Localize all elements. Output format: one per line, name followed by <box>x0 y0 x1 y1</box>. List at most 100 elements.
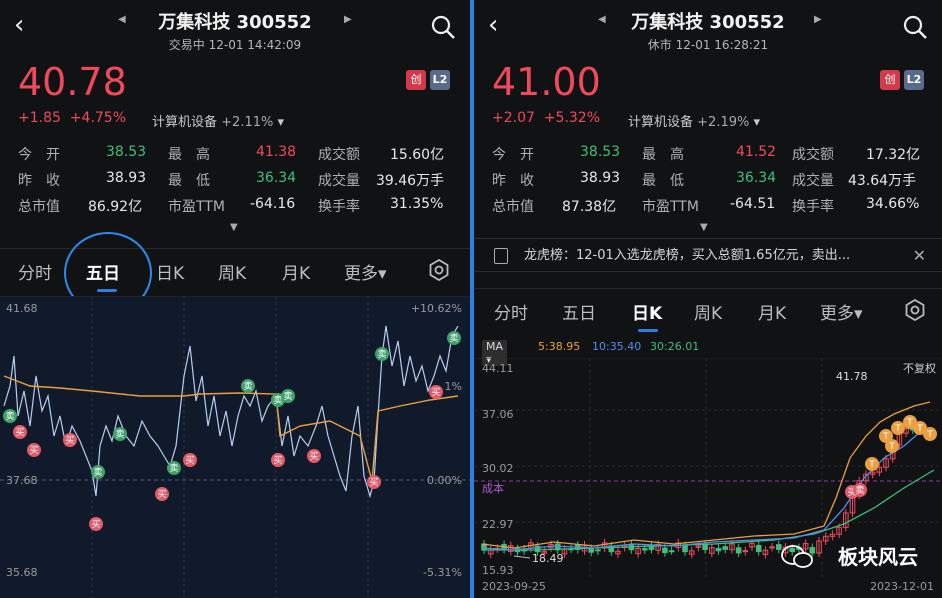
candle-body <box>742 550 749 553</box>
candle-body <box>769 546 775 549</box>
tab-weekly-k[interactable]: 周K <box>694 304 723 324</box>
pct-axis-bot: -5.31% <box>423 566 462 579</box>
y-axis-3: 30.02 <box>482 462 514 475</box>
candle-body <box>829 533 836 537</box>
ma-selector[interactable]: MA ▾ <box>482 340 508 366</box>
no-adjust-label[interactable]: 不复权 <box>903 361 936 375</box>
candle-body <box>809 547 816 554</box>
candle-body <box>655 543 661 551</box>
caret-left-icon[interactable]: ◀ <box>118 14 126 25</box>
ma30-value: 30:26.01 <box>650 340 700 353</box>
candle-body <box>715 547 722 552</box>
tab-five-day[interactable]: 五日 <box>562 304 596 324</box>
chinext-badge: 创 <box>406 70 426 90</box>
candle-body <box>776 544 782 550</box>
svg-text:T: T <box>916 424 923 434</box>
svg-text:T: T <box>906 418 913 428</box>
candle-body <box>869 471 876 475</box>
candle-body <box>642 548 648 551</box>
close-icon[interactable]: ✕ <box>912 246 926 265</box>
document-icon <box>494 248 508 264</box>
candle-body <box>755 544 762 552</box>
caret-left-icon[interactable]: ◀ <box>598 14 606 25</box>
candle-body <box>883 458 889 468</box>
candle-body <box>635 547 641 555</box>
svg-text:T: T <box>868 460 875 470</box>
tab-weekly-k[interactable]: 周K <box>218 264 247 284</box>
gear-icon[interactable] <box>428 259 450 281</box>
industry-tag[interactable]: 计算机设备 +2.19% ▾ <box>628 115 761 130</box>
gear-icon[interactable] <box>904 299 926 321</box>
price-change: +1.85 +4.75% <box>18 110 127 126</box>
expand-icon[interactable]: ▼ <box>700 222 708 233</box>
panel-divider <box>470 0 474 598</box>
avg-line <box>3 375 459 482</box>
svg-text:卖: 卖 <box>93 467 102 478</box>
chart-tabs: 分时 五日 日K 周K 月K 更多▾ <box>474 288 942 332</box>
l2-badge[interactable]: L2 <box>430 70 450 90</box>
svg-text:T: T <box>926 430 933 440</box>
svg-text:卖: 卖 <box>449 333 458 344</box>
five-day-chart[interactable]: 41.68 37.68 35.68 +10.62% 1% 0.00% -5.31… <box>0 296 470 598</box>
candle-body <box>843 512 849 528</box>
candle-body <box>534 545 541 553</box>
svg-text:买: 买 <box>431 387 440 398</box>
back-icon[interactable]: ‹ <box>14 10 25 40</box>
svg-text:卖: 卖 <box>377 349 386 360</box>
expand-icon[interactable]: ▼ <box>230 222 238 233</box>
tab-more[interactable]: 更多▾ <box>820 304 863 324</box>
tab-intraday[interactable]: 分时 <box>494 304 528 324</box>
y-axis-4: 22.97 <box>482 518 514 531</box>
tab-daily-k[interactable]: 日K <box>632 304 663 324</box>
y-axis-top: 41.68 <box>6 302 38 315</box>
daily-k-chart[interactable]: 44.11 37.06 30.02 成本 22.97 15.93 2023-09… <box>474 358 942 598</box>
candle-body <box>662 547 668 554</box>
l2-badge[interactable]: L2 <box>904 70 924 90</box>
y-axis-5: 15.93 <box>482 564 514 577</box>
svg-text:买: 买 <box>369 477 378 488</box>
svg-text:买: 买 <box>185 455 194 466</box>
candle-body <box>789 547 795 553</box>
tab-monthly-k[interactable]: 月K <box>282 264 311 284</box>
search-icon[interactable] <box>902 14 928 40</box>
chart-tabs: 分时 五日 日K 周K 月K 更多▾ <box>0 248 470 292</box>
candle-body <box>682 545 688 553</box>
svg-text:买: 买 <box>91 519 100 530</box>
tab-monthly-k[interactable]: 月K <box>758 304 787 324</box>
candle-body <box>688 550 695 555</box>
tab-more[interactable]: 更多▾ <box>344 264 387 284</box>
tab-daily-k[interactable]: 日K <box>156 264 185 284</box>
candle-body <box>709 547 715 554</box>
y-axis-2: 37.06 <box>482 408 514 421</box>
pct-axis-mid: 0.00% <box>427 474 462 487</box>
high-mark: 41.78 <box>836 370 868 383</box>
svg-text:买: 买 <box>29 445 38 456</box>
right-panel: ‹ ◀ 万集科技 300552 ▶ 休市 12-01 16:28:21 41.0… <box>474 0 942 598</box>
caret-icon[interactable]: ▶ <box>814 14 822 25</box>
candle-body <box>876 466 883 473</box>
candle-body <box>695 545 702 548</box>
tab-intraday[interactable]: 分时 <box>18 264 52 284</box>
left-panel: ‹ 万集科技 300552 ▶ ◀ 交易中 12-01 14:42:09 40.… <box>0 0 470 598</box>
last-price: 40.78 <box>18 60 127 104</box>
header: ‹ 万集科技 300552 ▶ ◀ 交易中 12-01 14:42:09 <box>0 0 470 58</box>
svg-text:卖: 卖 <box>5 411 14 422</box>
caret-icon[interactable]: ▶ <box>344 14 352 25</box>
trade-markers: 买 买 买 买 买 买 买 买 买 买 卖 卖 卖 卖 卖 卖 卖 卖 卖 <box>3 331 461 531</box>
svg-text:卖: 卖 <box>283 391 292 402</box>
candle-body <box>762 549 769 555</box>
back-icon[interactable]: ‹ <box>488 10 499 40</box>
candle-body <box>729 543 735 551</box>
industry-tag[interactable]: 计算机设备 +2.11% ▾ <box>152 115 285 130</box>
svg-text:买: 买 <box>15 427 24 438</box>
header: ‹ ◀ 万集科技 300552 ▶ 休市 12-01 16:28:21 <box>474 0 942 58</box>
pct-axis-top: +10.62% <box>411 302 462 315</box>
trade-status: 交易中 12-01 14:42:09 <box>168 38 302 52</box>
ma30-line <box>482 469 935 551</box>
low-mark: 18.49 <box>532 552 564 565</box>
price-change: +2.07 +5.32% <box>492 110 601 126</box>
candle-body <box>722 546 728 550</box>
search-icon[interactable] <box>430 14 456 40</box>
cost-label: 成本 <box>482 481 504 495</box>
dragon-tiger-notice[interactable]: 龙虎榜：12-01入选龙虎榜，买入总额1.65亿元，卖出... ✕ <box>474 238 942 272</box>
